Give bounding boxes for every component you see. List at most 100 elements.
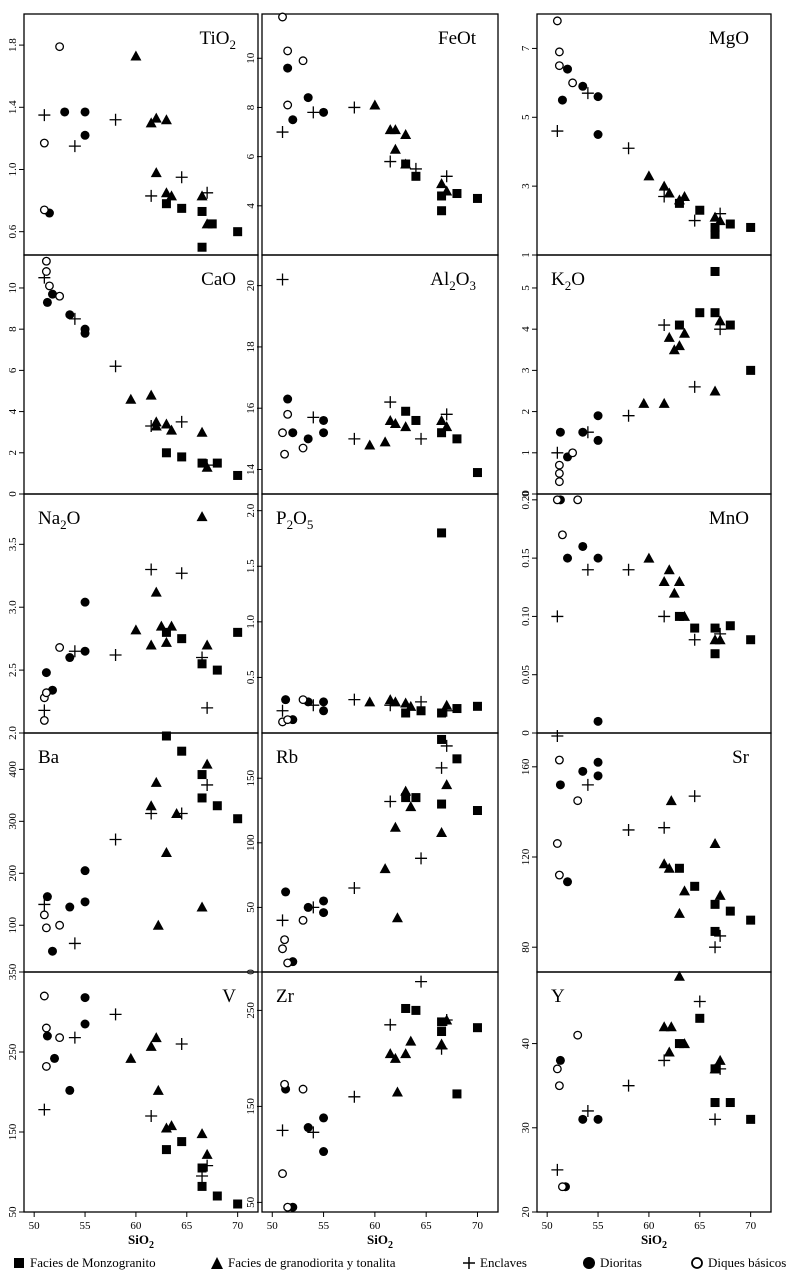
point-gd (709, 385, 721, 396)
point-db (280, 1079, 290, 1089)
point-di (555, 1055, 565, 1065)
y-tick-label: 3 (520, 183, 532, 189)
point-gd (150, 1032, 162, 1043)
point-gd (643, 552, 655, 563)
point-gd (400, 697, 412, 708)
point-db (280, 449, 290, 459)
point-mz (472, 468, 482, 478)
point-en (693, 995, 706, 1008)
point-mz (233, 227, 243, 237)
x-tick-label: 65 (694, 1220, 706, 1232)
point-di (80, 866, 90, 876)
panel-frame (536, 13, 772, 256)
point-gd (400, 785, 412, 796)
y-tick-label: 2.0 (7, 726, 19, 740)
point-en (201, 186, 214, 199)
point-gd (709, 211, 721, 222)
point-en (201, 459, 214, 472)
y-tick-label: 50 (245, 1196, 257, 1208)
point-mz (710, 1098, 720, 1108)
point-gd (379, 863, 391, 874)
panel-label: P2O5 (276, 508, 313, 532)
y-tick-label: 1.0 (7, 162, 19, 176)
point-di (80, 328, 90, 338)
point-en (201, 1159, 214, 1172)
x-axis-label: SiO2 (367, 1232, 393, 1251)
point-mz (233, 627, 243, 637)
point-db (55, 42, 65, 52)
panel-13: 50 150 250 350 50 55 60 65 70 SiO2 V (7, 963, 259, 1251)
y-tick-label: 0.15 (520, 548, 532, 568)
point-mz (710, 308, 720, 318)
point-en (581, 778, 594, 791)
y-tick-label: 0.10 (520, 606, 532, 626)
point-gd (663, 331, 675, 342)
point-gd (384, 1048, 396, 1059)
point-db (278, 1169, 287, 1179)
point-mz (746, 915, 756, 925)
point-gd (400, 421, 412, 432)
y-tick-label: 0.6 (7, 224, 19, 238)
panel-5: 14 16 18 20 Al2O3 (245, 254, 499, 495)
panel-label: V (222, 986, 236, 1007)
point-db (41, 688, 51, 698)
point-db (552, 1064, 562, 1074)
y-tick-label: 80 (520, 941, 532, 953)
panel-4: 0 2 4 6 8 10 CaO (7, 254, 259, 497)
y-tick-label: 2 (7, 450, 19, 456)
panel-10: 100 200 300 400 Ba (7, 731, 259, 973)
point-di (303, 434, 313, 444)
plus-marker-icon (463, 1257, 475, 1269)
y-tick-label: 10 (7, 282, 19, 294)
point-mz (197, 770, 207, 780)
point-en (348, 432, 361, 445)
point-mz (197, 458, 207, 468)
point-en (440, 170, 453, 183)
panel-label: CaO (201, 269, 236, 290)
point-db (554, 755, 564, 765)
point-gd (679, 610, 691, 621)
y-tick-label: 4 (520, 326, 532, 332)
point-db (278, 12, 287, 22)
point-mz (710, 266, 720, 276)
y-tick-label: 300 (7, 813, 19, 830)
y-tick-label: 0 (520, 491, 532, 497)
point-en (384, 699, 397, 712)
point-en (68, 937, 81, 950)
x-tick-label: 50 (542, 1220, 554, 1232)
x-tick-label: 70 (472, 1220, 484, 1232)
y-tick-label: 5 (520, 285, 532, 291)
panel-2: 4 6 8 10 FeOt (245, 12, 499, 256)
point-gd (145, 1040, 157, 1051)
point-mz (437, 191, 447, 201)
point-gd (436, 414, 448, 425)
point-mz (452, 189, 462, 199)
panel-1: 0.6 1.0 1.4 1.8 TiO2 (7, 13, 259, 256)
point-gd (166, 424, 178, 435)
point-gd (663, 187, 675, 198)
legend-item-mz: Facies de Monzogranito (12, 1252, 156, 1274)
y-tick-label: 3 (520, 367, 532, 373)
point-di (319, 428, 329, 438)
point-di (288, 428, 298, 438)
point-mz (674, 1039, 684, 1049)
point-db (283, 100, 293, 110)
point-db (39, 910, 49, 920)
point-db (41, 1061, 51, 1071)
legend-item-gd: Facies de granodiorita y tonalita (210, 1252, 396, 1274)
point-en (581, 563, 594, 576)
point-en (658, 821, 671, 834)
point-di (319, 1113, 329, 1123)
point-di (288, 115, 298, 125)
point-db (41, 256, 51, 266)
y-tick-label: 6 (7, 367, 19, 373)
point-gd (663, 862, 675, 873)
x-axis-label: SiO2 (128, 1232, 154, 1251)
point-en (688, 633, 701, 646)
point-gd (166, 620, 178, 631)
point-mz (746, 365, 756, 375)
point-mz (452, 434, 462, 444)
point-di (41, 668, 51, 678)
y-tick-label: 350 (7, 963, 19, 980)
point-di (80, 897, 90, 907)
